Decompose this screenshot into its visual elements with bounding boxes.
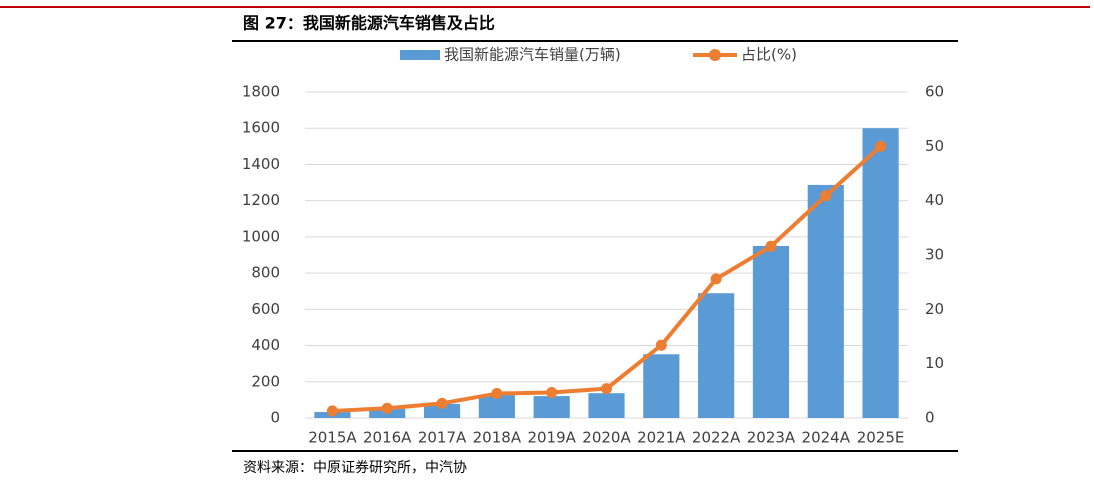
y2-tick-label: 10	[925, 354, 944, 372]
y-tick-label: 200	[251, 372, 280, 390]
line-marker	[546, 386, 558, 398]
bar	[423, 403, 461, 418]
line-marker	[491, 388, 503, 400]
x-tick-label: 2017A	[418, 429, 467, 447]
y-tick-label: 1800	[242, 83, 280, 101]
bar	[698, 293, 735, 418]
legend-label: 占比(%)	[741, 46, 797, 64]
line-marker	[765, 240, 777, 252]
line-marker	[710, 273, 722, 285]
x-tick-label: 2025E	[857, 429, 905, 447]
y2-tick-label: 50	[925, 137, 944, 155]
line-marker	[875, 140, 887, 152]
bar	[588, 393, 625, 418]
x-tick-label: 2018A	[473, 429, 522, 447]
y-tick-label: 0	[270, 409, 280, 427]
x-tick-label: 2024A	[802, 429, 851, 447]
legend-marker	[709, 49, 721, 61]
legend-label: 我国新能源汽车销量(万辆)	[444, 46, 621, 64]
bar	[533, 396, 570, 418]
x-tick-label: 2022A	[692, 429, 741, 447]
chart-title: 图 27：我国新能源汽车销售及占比	[243, 14, 495, 33]
y-tick-label: 400	[251, 336, 280, 354]
y-tick-label: 1400	[242, 155, 280, 173]
y2-tick-label: 60	[925, 83, 944, 101]
line	[332, 144, 882, 413]
bar	[807, 184, 844, 418]
line-marker	[436, 397, 448, 409]
x-tick-label: 2019A	[527, 429, 576, 447]
legend-swatch	[400, 50, 440, 60]
line-marker	[820, 190, 832, 202]
x-tick-label: 2020A	[582, 429, 631, 447]
x-tick-label: 2023A	[747, 429, 796, 447]
bar	[752, 245, 790, 418]
bar	[862, 128, 899, 418]
y2-tick-label: 30	[925, 246, 944, 264]
y2-tick-label: 40	[925, 191, 944, 209]
x-tick-label: 2016A	[363, 429, 412, 447]
line-marker	[655, 339, 667, 351]
y-tick-label: 1000	[242, 227, 280, 245]
y2-tick-label: 0	[925, 409, 935, 427]
bar	[643, 354, 680, 418]
y-tick-label: 800	[251, 264, 280, 282]
y-tick-label: 1200	[242, 191, 280, 209]
line-marker	[601, 383, 612, 395]
x-tick-label: 2021A	[637, 429, 686, 447]
y-tick-label: 1600	[242, 119, 280, 137]
line-marker	[381, 402, 393, 414]
y-tick-label: 600	[251, 300, 280, 318]
bar	[478, 395, 515, 418]
line-marker	[326, 405, 338, 417]
y2-tick-label: 20	[925, 300, 944, 318]
x-tick-label: 2015A	[308, 429, 357, 447]
source: 资料来源：中原证券研究所，中汽协	[243, 460, 467, 476]
